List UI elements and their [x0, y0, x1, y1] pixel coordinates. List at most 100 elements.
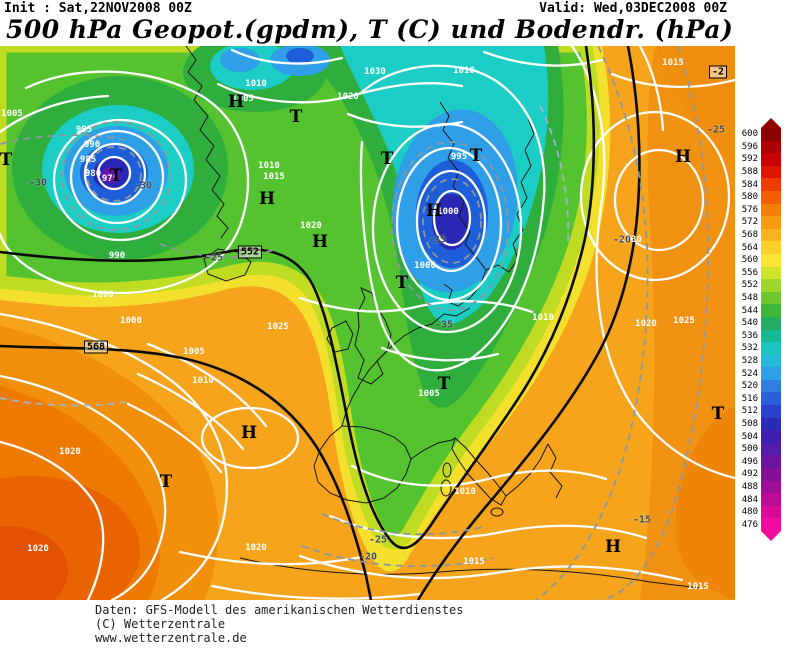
pressure-center-marker: T — [395, 273, 409, 293]
map-graphic — [0, 46, 735, 600]
colorbar-tick: 516 — [734, 392, 782, 406]
colorbar-swatch — [761, 153, 781, 166]
colorbar-tick: 552 — [734, 279, 782, 292]
colorbar-swatch — [761, 253, 781, 267]
pressure-label: 975 — [101, 174, 119, 184]
colorbar-tick: 572 — [734, 216, 782, 229]
colorbar-tick: 576 — [734, 203, 782, 217]
pressure-label: 995 — [75, 125, 93, 135]
colorbar-swatch — [761, 518, 781, 531]
pressure-center-marker: H — [311, 232, 329, 252]
colorbar-tick-label: 484 — [741, 494, 758, 505]
isobar-lines-layer — [0, 46, 735, 600]
colorbar-swatch — [761, 354, 781, 368]
colorbar-tick: 568 — [734, 228, 782, 242]
colorbar-swatch — [761, 392, 781, 406]
colorbar-tick: 532 — [734, 342, 782, 355]
pressure-center-marker: T — [289, 107, 303, 127]
colorbar-tick: 600 — [734, 128, 782, 141]
colorbar-swatch — [761, 480, 781, 494]
colorbar-swatch — [761, 291, 781, 305]
colorbar-tick-label: 524 — [741, 368, 758, 379]
colorbar-swatch — [761, 505, 781, 519]
colorbar-tick-label: 540 — [741, 318, 758, 329]
colorbar-tick-label: 496 — [741, 456, 758, 467]
pressure-center-marker: T — [159, 472, 173, 492]
pressure-label: 1010 — [454, 487, 476, 497]
header-row: Init : Sat,22NOV2008 00Z Valid: Wed,03DE… — [2, 1, 790, 17]
colorbar-tick: 512 — [734, 405, 782, 418]
map-labels-layer: 1005 995 990 985 980 975 990 1000 1000 1005 1010 10… — [0, 46, 735, 600]
pressure-center-marker: T — [0, 150, 13, 170]
pressure-label: 1020 — [635, 319, 657, 329]
colorbar-tick-label: 592 — [741, 154, 758, 165]
temperature-label: -2 — [708, 65, 728, 79]
colorbar-tick-label: 492 — [741, 469, 758, 480]
colorbar-tick: 540 — [734, 316, 782, 330]
colorbar-swatch — [761, 140, 781, 154]
colorbar-tick-label: 536 — [741, 330, 758, 341]
colorbar-tick: 548 — [734, 291, 782, 305]
colorbar-bottom-arrow — [761, 531, 781, 541]
colorbar-tick: 560 — [734, 253, 782, 267]
temperature-label: -30 — [28, 177, 48, 189]
pressure-label: 1005 — [232, 94, 254, 104]
colorbar-tick: 584 — [734, 178, 782, 191]
colorbar-tick-label: 588 — [741, 167, 758, 178]
pressure-label: 1000 — [92, 290, 114, 300]
colorbar-tick-label: 600 — [741, 129, 758, 140]
colorbar-swatch — [761, 442, 781, 456]
pressure-center-marker: H — [227, 92, 245, 112]
temperature-label: -30 — [133, 180, 153, 192]
colorbar-tick: 476 — [734, 518, 782, 531]
temperature-label: -25 — [204, 252, 224, 264]
pressure-center-marker: H — [258, 189, 276, 209]
colorbar-swatch — [761, 493, 781, 506]
colorbar-ticks: 600 596 592 588 584 580 576 572 568 564 560 556 552 5… — [734, 128, 782, 531]
colorbar-tick: 484 — [734, 493, 782, 506]
init-time-label: Init : Sat,22NOV2008 00Z — [4, 1, 192, 16]
colorbar-swatch — [761, 228, 781, 242]
colorbar-swatch — [761, 342, 781, 355]
colorbar-tick-label: 512 — [741, 406, 758, 417]
colorbar-tick: 544 — [734, 304, 782, 317]
colorbar-tick: 524 — [734, 367, 782, 380]
pressure-center-marker: H — [604, 537, 622, 557]
colorbar-tick-label: 504 — [741, 431, 758, 442]
colorbar-tick: 528 — [734, 354, 782, 368]
geopotential-label: 552 — [237, 245, 263, 259]
colorbar-swatch — [761, 241, 781, 254]
pressure-label: 1010 — [258, 161, 280, 171]
colorbar-swatch — [761, 329, 781, 343]
pressure-label: 980 — [84, 169, 102, 179]
colorbar-tick-label: 544 — [741, 305, 758, 316]
pressure-center-marker: H — [425, 201, 443, 221]
pressure-label: 990 — [108, 251, 126, 261]
chart-title: 500 hPa Geopot.(gpdm), T (C) und Bodendr… — [6, 15, 734, 44]
pressure-label: 1030 — [620, 235, 642, 245]
colorbar-swatch — [761, 203, 781, 217]
colorbar: 600 596 592 588 584 580 576 572 568 564 560 556 552 5… — [734, 118, 782, 541]
colorbar-tick-label: 576 — [741, 204, 758, 215]
colorbar-tick: 488 — [734, 480, 782, 494]
isotherm-lines-layer — [0, 46, 710, 600]
colorbar-tick: 500 — [734, 442, 782, 456]
colorbar-tick-label: 572 — [741, 217, 758, 228]
pressure-label: 1030 — [364, 67, 386, 77]
colorbar-tick-label: 548 — [741, 293, 758, 304]
colorbar-tick: 504 — [734, 430, 782, 443]
colorbar-tick-label: 596 — [741, 141, 758, 152]
pressure-label: 990 — [83, 140, 101, 150]
colorbar-tick-label: 564 — [741, 242, 758, 253]
colorbar-top-arrow — [761, 118, 781, 128]
pressure-center-marker: T — [380, 149, 394, 169]
colorbar-tick-label: 476 — [741, 519, 758, 530]
colorbar-swatch — [761, 367, 781, 380]
colorbar-tick: 592 — [734, 153, 782, 166]
pressure-label: 995 — [450, 152, 468, 162]
pressure-label: 1015 — [687, 582, 709, 592]
colorbar-tick-label: 556 — [741, 267, 758, 278]
temperature-label: -20 — [358, 551, 378, 563]
pressure-label: 1025 — [673, 316, 695, 326]
colorbar-tick-label: 584 — [741, 179, 758, 190]
